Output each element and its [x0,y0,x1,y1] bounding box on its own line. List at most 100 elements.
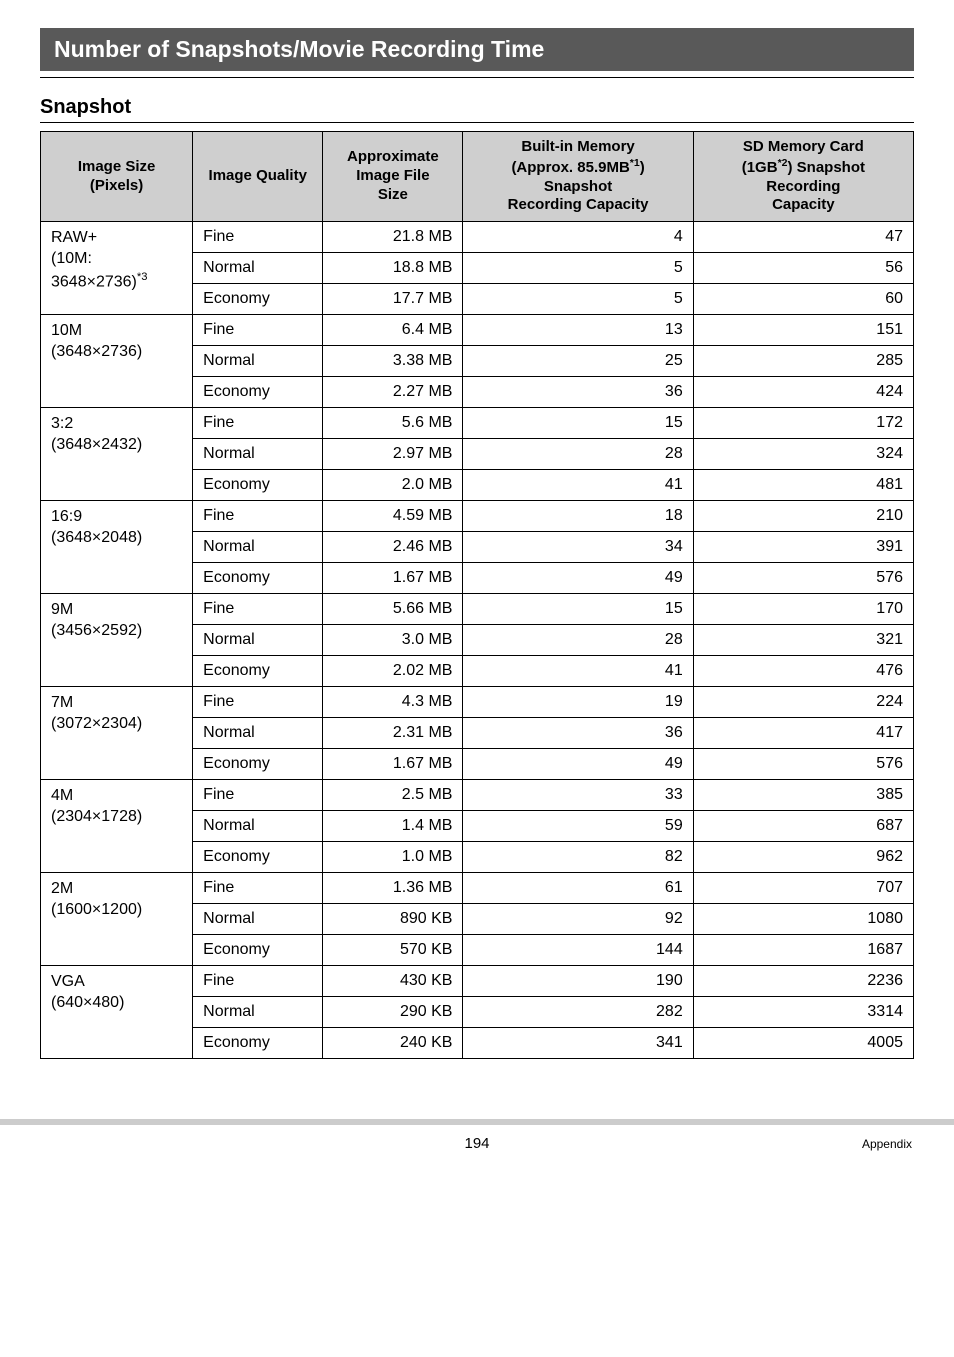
builtin-cell: 341 [463,1028,693,1059]
subheading: Snapshot [40,96,914,123]
table-row: VGA(640×480)Fine430 KB1902236 [41,966,914,997]
filesize-cell: 2.97 MB [323,439,463,470]
builtin-cell: 41 [463,656,693,687]
filesize-cell: 3.0 MB [323,625,463,656]
builtin-cell: 41 [463,470,693,501]
table-body: RAW+(10M:3648×2736)*3Fine21.8 MB447Norma… [41,222,914,1059]
section-label: Appendix [862,1137,912,1151]
quality-cell: Fine [193,222,323,253]
filesize-cell: 2.0 MB [323,470,463,501]
sdcard-cell: 1687 [693,935,913,966]
table-row: 7M(3072×2304)Fine4.3 MB19224 [41,687,914,718]
filesize-cell: 570 KB [323,935,463,966]
quality-cell: Normal [193,904,323,935]
col-sd-card: SD Memory Card(1GB*2) SnapshotRecordingC… [693,132,913,222]
quality-cell: Fine [193,594,323,625]
builtin-cell: 36 [463,377,693,408]
sdcard-cell: 285 [693,346,913,377]
builtin-cell: 5 [463,253,693,284]
sdcard-cell: 151 [693,315,913,346]
sdcard-cell: 687 [693,811,913,842]
filesize-cell: 430 KB [323,966,463,997]
sdcard-cell: 3314 [693,997,913,1028]
col-image-quality: Image Quality [193,132,323,222]
quality-cell: Economy [193,284,323,315]
quality-cell: Normal [193,439,323,470]
filesize-cell: 6.4 MB [323,315,463,346]
quality-cell: Economy [193,842,323,873]
builtin-cell: 282 [463,997,693,1028]
builtin-cell: 18 [463,501,693,532]
sdcard-cell: 170 [693,594,913,625]
image-size-cell: VGA(640×480) [41,966,193,1059]
image-size-cell: 7M(3072×2304) [41,687,193,780]
quality-cell: Economy [193,935,323,966]
sdcard-cell: 481 [693,470,913,501]
sdcard-cell: 224 [693,687,913,718]
quality-cell: Economy [193,749,323,780]
title-underline [40,77,914,78]
builtin-cell: 15 [463,408,693,439]
col-builtin-memory: Built-in Memory(Approx. 85.9MB*1)Snapsho… [463,132,693,222]
sdcard-cell: 424 [693,377,913,408]
builtin-cell: 5 [463,284,693,315]
sdcard-cell: 2236 [693,966,913,997]
sdcard-cell: 576 [693,563,913,594]
builtin-cell: 49 [463,749,693,780]
sdcard-cell: 321 [693,625,913,656]
builtin-cell: 49 [463,563,693,594]
quality-cell: Fine [193,408,323,439]
builtin-cell: 144 [463,935,693,966]
sdcard-cell: 47 [693,222,913,253]
filesize-cell: 1.67 MB [323,563,463,594]
quality-cell: Normal [193,253,323,284]
quality-cell: Fine [193,687,323,718]
filesize-cell: 17.7 MB [323,284,463,315]
table-row: 2M(1600×1200)Fine1.36 MB61707 [41,873,914,904]
quality-cell: Normal [193,346,323,377]
sdcard-cell: 324 [693,439,913,470]
page-number: 194 [0,1135,954,1152]
table-row: 3:2(3648×2432)Fine5.6 MB15172 [41,408,914,439]
sdcard-cell: 210 [693,501,913,532]
builtin-cell: 15 [463,594,693,625]
sdcard-cell: 707 [693,873,913,904]
sdcard-cell: 417 [693,718,913,749]
filesize-cell: 5.6 MB [323,408,463,439]
quality-cell: Normal [193,625,323,656]
quality-cell: Fine [193,315,323,346]
builtin-cell: 59 [463,811,693,842]
sdcard-cell: 1080 [693,904,913,935]
builtin-cell: 4 [463,222,693,253]
sdcard-cell: 962 [693,842,913,873]
sdcard-cell: 476 [693,656,913,687]
filesize-cell: 2.02 MB [323,656,463,687]
col-image-size: Image Size(Pixels) [41,132,193,222]
quality-cell: Normal [193,718,323,749]
quality-cell: Economy [193,656,323,687]
table-row: 10M(3648×2736)Fine6.4 MB13151 [41,315,914,346]
sdcard-cell: 391 [693,532,913,563]
sdcard-cell: 576 [693,749,913,780]
filesize-cell: 890 KB [323,904,463,935]
builtin-cell: 25 [463,346,693,377]
builtin-cell: 34 [463,532,693,563]
filesize-cell: 2.46 MB [323,532,463,563]
quality-cell: Normal [193,811,323,842]
footer: 194 Appendix [0,1119,954,1159]
builtin-cell: 92 [463,904,693,935]
image-size-cell: RAW+(10M:3648×2736)*3 [41,222,193,315]
builtin-cell: 82 [463,842,693,873]
filesize-cell: 1.4 MB [323,811,463,842]
filesize-cell: 3.38 MB [323,346,463,377]
builtin-cell: 61 [463,873,693,904]
image-size-cell: 2M(1600×1200) [41,873,193,966]
builtin-cell: 36 [463,718,693,749]
sdcard-cell: 385 [693,780,913,811]
quality-cell: Economy [193,1028,323,1059]
table-row: RAW+(10M:3648×2736)*3Fine21.8 MB447 [41,222,914,253]
quality-cell: Fine [193,780,323,811]
quality-cell: Fine [193,501,323,532]
sdcard-cell: 56 [693,253,913,284]
filesize-cell: 2.31 MB [323,718,463,749]
